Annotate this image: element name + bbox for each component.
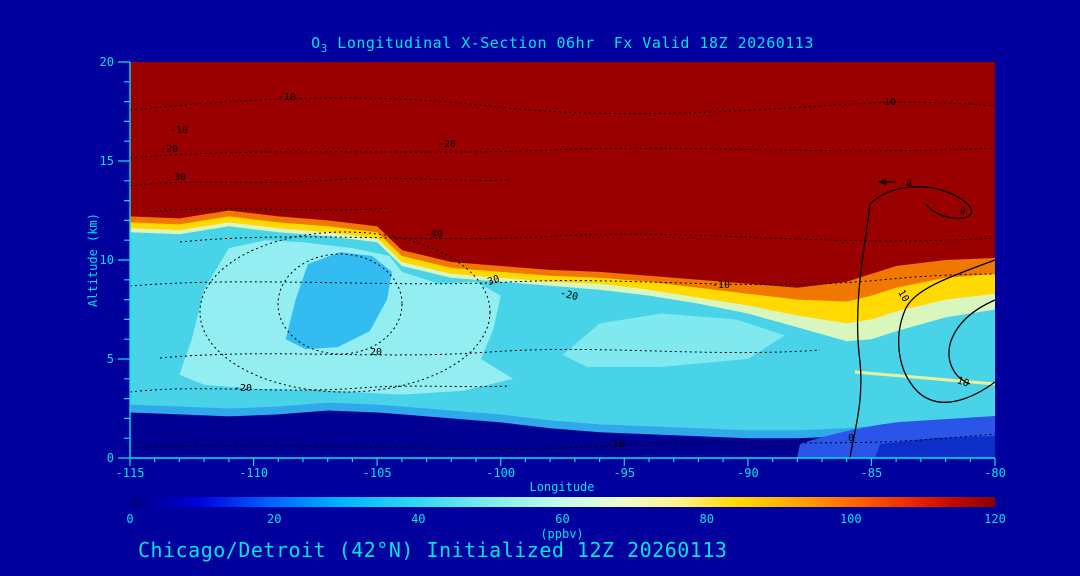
x-tick-label: -115 bbox=[116, 466, 145, 480]
y-tick-label: 20 bbox=[100, 55, 114, 69]
contour-line bbox=[129, 385, 511, 393]
x-tick-label: -85 bbox=[861, 466, 883, 480]
x-minor-ticks bbox=[154, 458, 971, 462]
axes: 0 5 10 15 20 -115 -110 -105 -100 -95 -90… bbox=[86, 55, 1006, 541]
contour-line bbox=[159, 348, 821, 359]
contour-line bbox=[129, 177, 511, 187]
y-minor-ticks bbox=[124, 81, 130, 439]
y-tick-label: 15 bbox=[100, 154, 114, 168]
contour-label: 10 bbox=[955, 375, 970, 389]
contour-label: -40 bbox=[425, 229, 443, 240]
y-tick-label: 5 bbox=[107, 352, 114, 366]
x-tick-label: -95 bbox=[613, 466, 635, 480]
ozone-surface-low-region bbox=[130, 410, 995, 458]
colorbar-units-label: (ppbv) bbox=[540, 527, 583, 541]
title-species-sub: 3 bbox=[320, 42, 328, 55]
title-text: Longitudinal X-Section 06hr Fx Valid 18Z… bbox=[327, 34, 814, 52]
colorbar-tick-label: 60 bbox=[555, 512, 569, 526]
plot-title: O3 Longitudinal X-Section 06hr Fx Valid … bbox=[130, 34, 995, 55]
x-tick-label: -105 bbox=[363, 466, 392, 480]
contour-label: 0 bbox=[848, 433, 854, 444]
colorbar-tick-label: 0 bbox=[126, 512, 133, 526]
contour-line bbox=[179, 233, 996, 243]
y-tick-label: 10 bbox=[100, 253, 114, 267]
contour-label: -10 bbox=[878, 97, 896, 108]
ozone-low-core-patch bbox=[285, 252, 392, 350]
contour-line-zero-hook bbox=[869, 186, 973, 219]
contour-label: 0 bbox=[960, 206, 966, 217]
x-major-ticks bbox=[129, 458, 996, 466]
contour-label: 20 bbox=[370, 347, 382, 358]
contour-label: -30 bbox=[168, 172, 186, 183]
contour-line bbox=[129, 147, 996, 159]
contour-loop bbox=[199, 231, 491, 393]
y-axis-title: Altitude (km) bbox=[86, 213, 100, 307]
plot-area: -10 -20 -30 -10 -20 -40 -10 -8 0 30 -20 … bbox=[129, 62, 996, 459]
colorbar-tick-label: 40 bbox=[411, 512, 425, 526]
contour-line bbox=[149, 207, 391, 213]
title-species: O bbox=[311, 34, 321, 52]
contour-label: -20 bbox=[559, 288, 579, 303]
contour-label: -20 bbox=[234, 383, 252, 394]
y-major-ticks bbox=[118, 61, 130, 459]
colorbar-gradient bbox=[130, 497, 995, 507]
yellow-streak bbox=[854, 370, 996, 386]
footer-annotation: Chicago/Detroit (42°N) Initialized 12Z 2… bbox=[138, 538, 728, 562]
contour-line-ten bbox=[898, 259, 996, 403]
x-tick-label: -110 bbox=[239, 466, 268, 480]
colorbar-tick-label: 120 bbox=[984, 512, 1006, 526]
contour-label: -20 bbox=[438, 139, 456, 150]
contour-label: -10 bbox=[170, 125, 188, 136]
contour-label: -10 bbox=[607, 439, 625, 450]
contour-line-zero bbox=[849, 203, 871, 459]
surface-deepblue-patch bbox=[875, 436, 995, 458]
contour-line bbox=[129, 273, 996, 287]
contour-label: 30 bbox=[486, 274, 501, 288]
contour-label: -10 bbox=[278, 92, 296, 103]
x-tick-label: -100 bbox=[486, 466, 515, 480]
colorbar-tick-label: 80 bbox=[699, 512, 713, 526]
y-tick-label: 0 bbox=[107, 451, 114, 465]
contour-label: -10 bbox=[712, 280, 730, 291]
arrow-head-icon bbox=[878, 179, 886, 185]
contour-line-ten-inner bbox=[948, 299, 996, 385]
contour-label: -20 bbox=[160, 144, 178, 155]
x-tick-label: -90 bbox=[737, 466, 759, 480]
x-axis-title: Longitude bbox=[529, 480, 594, 494]
colorbar-tick-label: 100 bbox=[840, 512, 862, 526]
contour-loop bbox=[277, 253, 403, 355]
ozone-light-patch-right bbox=[562, 313, 785, 367]
x-tick-label: -80 bbox=[984, 466, 1006, 480]
contour-label: 10 bbox=[895, 288, 911, 304]
contour-label: -8 bbox=[900, 178, 912, 189]
colorbar-tick-label: 20 bbox=[267, 512, 281, 526]
ozone-high-region bbox=[130, 62, 995, 288]
